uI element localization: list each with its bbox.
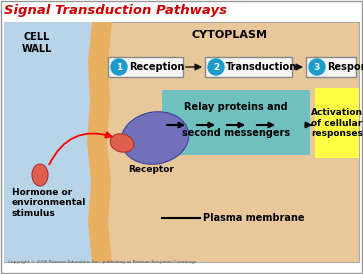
Text: Hormone or
environmental
stimulus: Hormone or environmental stimulus bbox=[12, 188, 86, 218]
Text: Activation
of cellular
responses: Activation of cellular responses bbox=[311, 108, 363, 138]
Text: 2: 2 bbox=[213, 62, 219, 72]
Circle shape bbox=[309, 59, 325, 75]
Ellipse shape bbox=[121, 112, 189, 164]
Text: Signal Transduction Pathways: Signal Transduction Pathways bbox=[4, 4, 227, 17]
Text: Plasma membrane: Plasma membrane bbox=[203, 213, 305, 223]
Circle shape bbox=[208, 59, 224, 75]
Text: Copyright © 2008 Pearson Education, Inc., publishing as Pearson Benjamin Cumming: Copyright © 2008 Pearson Education, Inc.… bbox=[8, 260, 196, 264]
Text: second messengers: second messengers bbox=[182, 128, 290, 138]
Ellipse shape bbox=[32, 164, 48, 186]
FancyBboxPatch shape bbox=[108, 57, 183, 77]
Circle shape bbox=[111, 59, 127, 75]
FancyBboxPatch shape bbox=[315, 88, 359, 158]
Ellipse shape bbox=[110, 134, 134, 152]
Text: CELL
WALL: CELL WALL bbox=[22, 32, 52, 54]
PathPatch shape bbox=[87, 22, 112, 262]
Text: Receptor: Receptor bbox=[128, 165, 174, 174]
Text: CYTOPLASM: CYTOPLASM bbox=[192, 30, 268, 40]
Text: Reception: Reception bbox=[129, 62, 184, 72]
FancyBboxPatch shape bbox=[4, 22, 359, 262]
Text: 1: 1 bbox=[116, 62, 122, 72]
Text: Transduction: Transduction bbox=[226, 62, 297, 72]
FancyBboxPatch shape bbox=[162, 90, 310, 155]
Text: Relay proteins and: Relay proteins and bbox=[184, 102, 288, 112]
FancyBboxPatch shape bbox=[4, 22, 92, 262]
FancyBboxPatch shape bbox=[306, 57, 356, 77]
FancyBboxPatch shape bbox=[205, 57, 292, 77]
Text: 3: 3 bbox=[314, 62, 320, 72]
Text: Response: Response bbox=[327, 62, 363, 72]
